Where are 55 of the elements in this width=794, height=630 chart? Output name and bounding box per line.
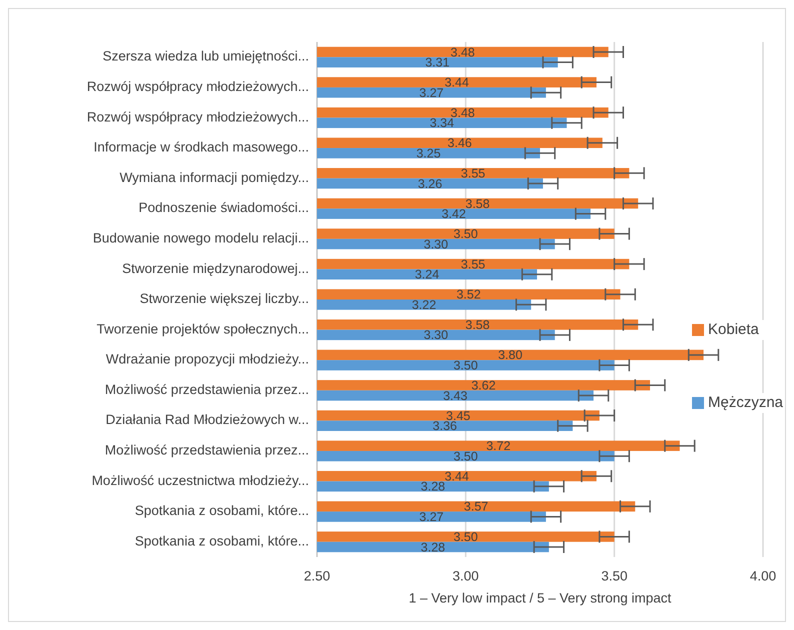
data-label: 3.42 — [442, 207, 466, 222]
y-tick-label: Szersza wiedza lub umiejętności... — [102, 48, 309, 64]
data-label: 3.28 — [420, 480, 446, 494]
data-label: 3.57 — [464, 500, 488, 514]
y-tick-label: Podnoszenie świadomości... — [138, 200, 309, 216]
data-label: 3.30 — [424, 237, 448, 252]
data-label: 3.55 — [460, 257, 486, 272]
data-label: 3.36 — [432, 419, 458, 434]
y-tick-label: Tworzenie projektów społecznych... — [96, 321, 309, 336]
data-label: 3.44 — [444, 469, 469, 484]
data-label: 3.27 — [419, 86, 444, 100]
data-label: 3.58 — [465, 318, 490, 332]
x-tick-label: 4.00 — [750, 568, 776, 584]
y-tick-label: Możliwość uczestnictwa młodzieży... — [92, 472, 309, 488]
y-tick-label: Działania Rad Młodzieżowych w... — [106, 412, 309, 428]
x-tick-label: 2.50 — [304, 568, 330, 584]
data-label: 3.58 — [465, 196, 490, 211]
y-tick-label: Stworzenie większej liczby... — [140, 291, 309, 306]
data-label: 3.43 — [443, 388, 468, 403]
data-label: 3.48 — [450, 45, 475, 60]
data-label: 3.46 — [448, 136, 472, 150]
data-label: 3.50 — [453, 358, 478, 373]
y-tick-label: Możliwość przedstawienia przez... — [104, 442, 309, 458]
data-label: 3.62 — [471, 378, 496, 393]
x-tick-label: 3.50 — [601, 568, 628, 584]
y-tick-label: Spotkania z osobami, które... — [134, 533, 309, 548]
y-tick-label: Wdrażanie propozycji młodzieży... — [106, 352, 309, 367]
data-label: 3.27 — [419, 510, 444, 524]
y-tick-label: Stworzenie międzynarodowej... — [122, 260, 309, 276]
x-tick-label: 3.00 — [452, 568, 479, 584]
data-label: 3.72 — [486, 439, 511, 454]
data-label: 3.50 — [453, 227, 478, 242]
data-label: 3.55 — [460, 166, 486, 180]
data-label: 3.31 — [425, 56, 450, 70]
data-label: 3.25 — [416, 146, 441, 160]
x-axis-title: 1 – Very low impact / 5 – Very strong impact — [408, 590, 672, 606]
data-label: 3.50 — [453, 530, 478, 544]
y-tick-label: Rozwój współpracy młodzieżowych... — [86, 79, 309, 94]
data-label: 3.52 — [456, 288, 481, 302]
data-label: 3.24 — [414, 268, 440, 282]
y-tick-label: Spotkania z osobami, które... — [134, 503, 309, 518]
y-tick-label: Budowanie nowego modelu relacji... — [92, 230, 309, 246]
data-label: 3.26 — [418, 176, 442, 191]
data-label: 3.80 — [498, 348, 522, 362]
legend-label: Mężczyzna — [708, 394, 784, 411]
legend-label: Kobieta — [708, 320, 760, 338]
data-label: 3.30 — [424, 328, 448, 342]
y-tick-label: Wymiana informacji pomiędzy... — [120, 170, 309, 185]
data-label: 3.28 — [420, 540, 446, 554]
y-tick-label: Rozwój współpracy młodzieżowych... — [86, 109, 309, 124]
data-label: 3.44 — [444, 76, 469, 90]
data-label: 3.22 — [412, 298, 436, 312]
data-label: 3.50 — [453, 449, 478, 464]
y-tick-label: Możliwość przedstawienia przez... — [104, 382, 309, 397]
y-tick-label: Informacje w środkach masowego... — [94, 140, 309, 155]
